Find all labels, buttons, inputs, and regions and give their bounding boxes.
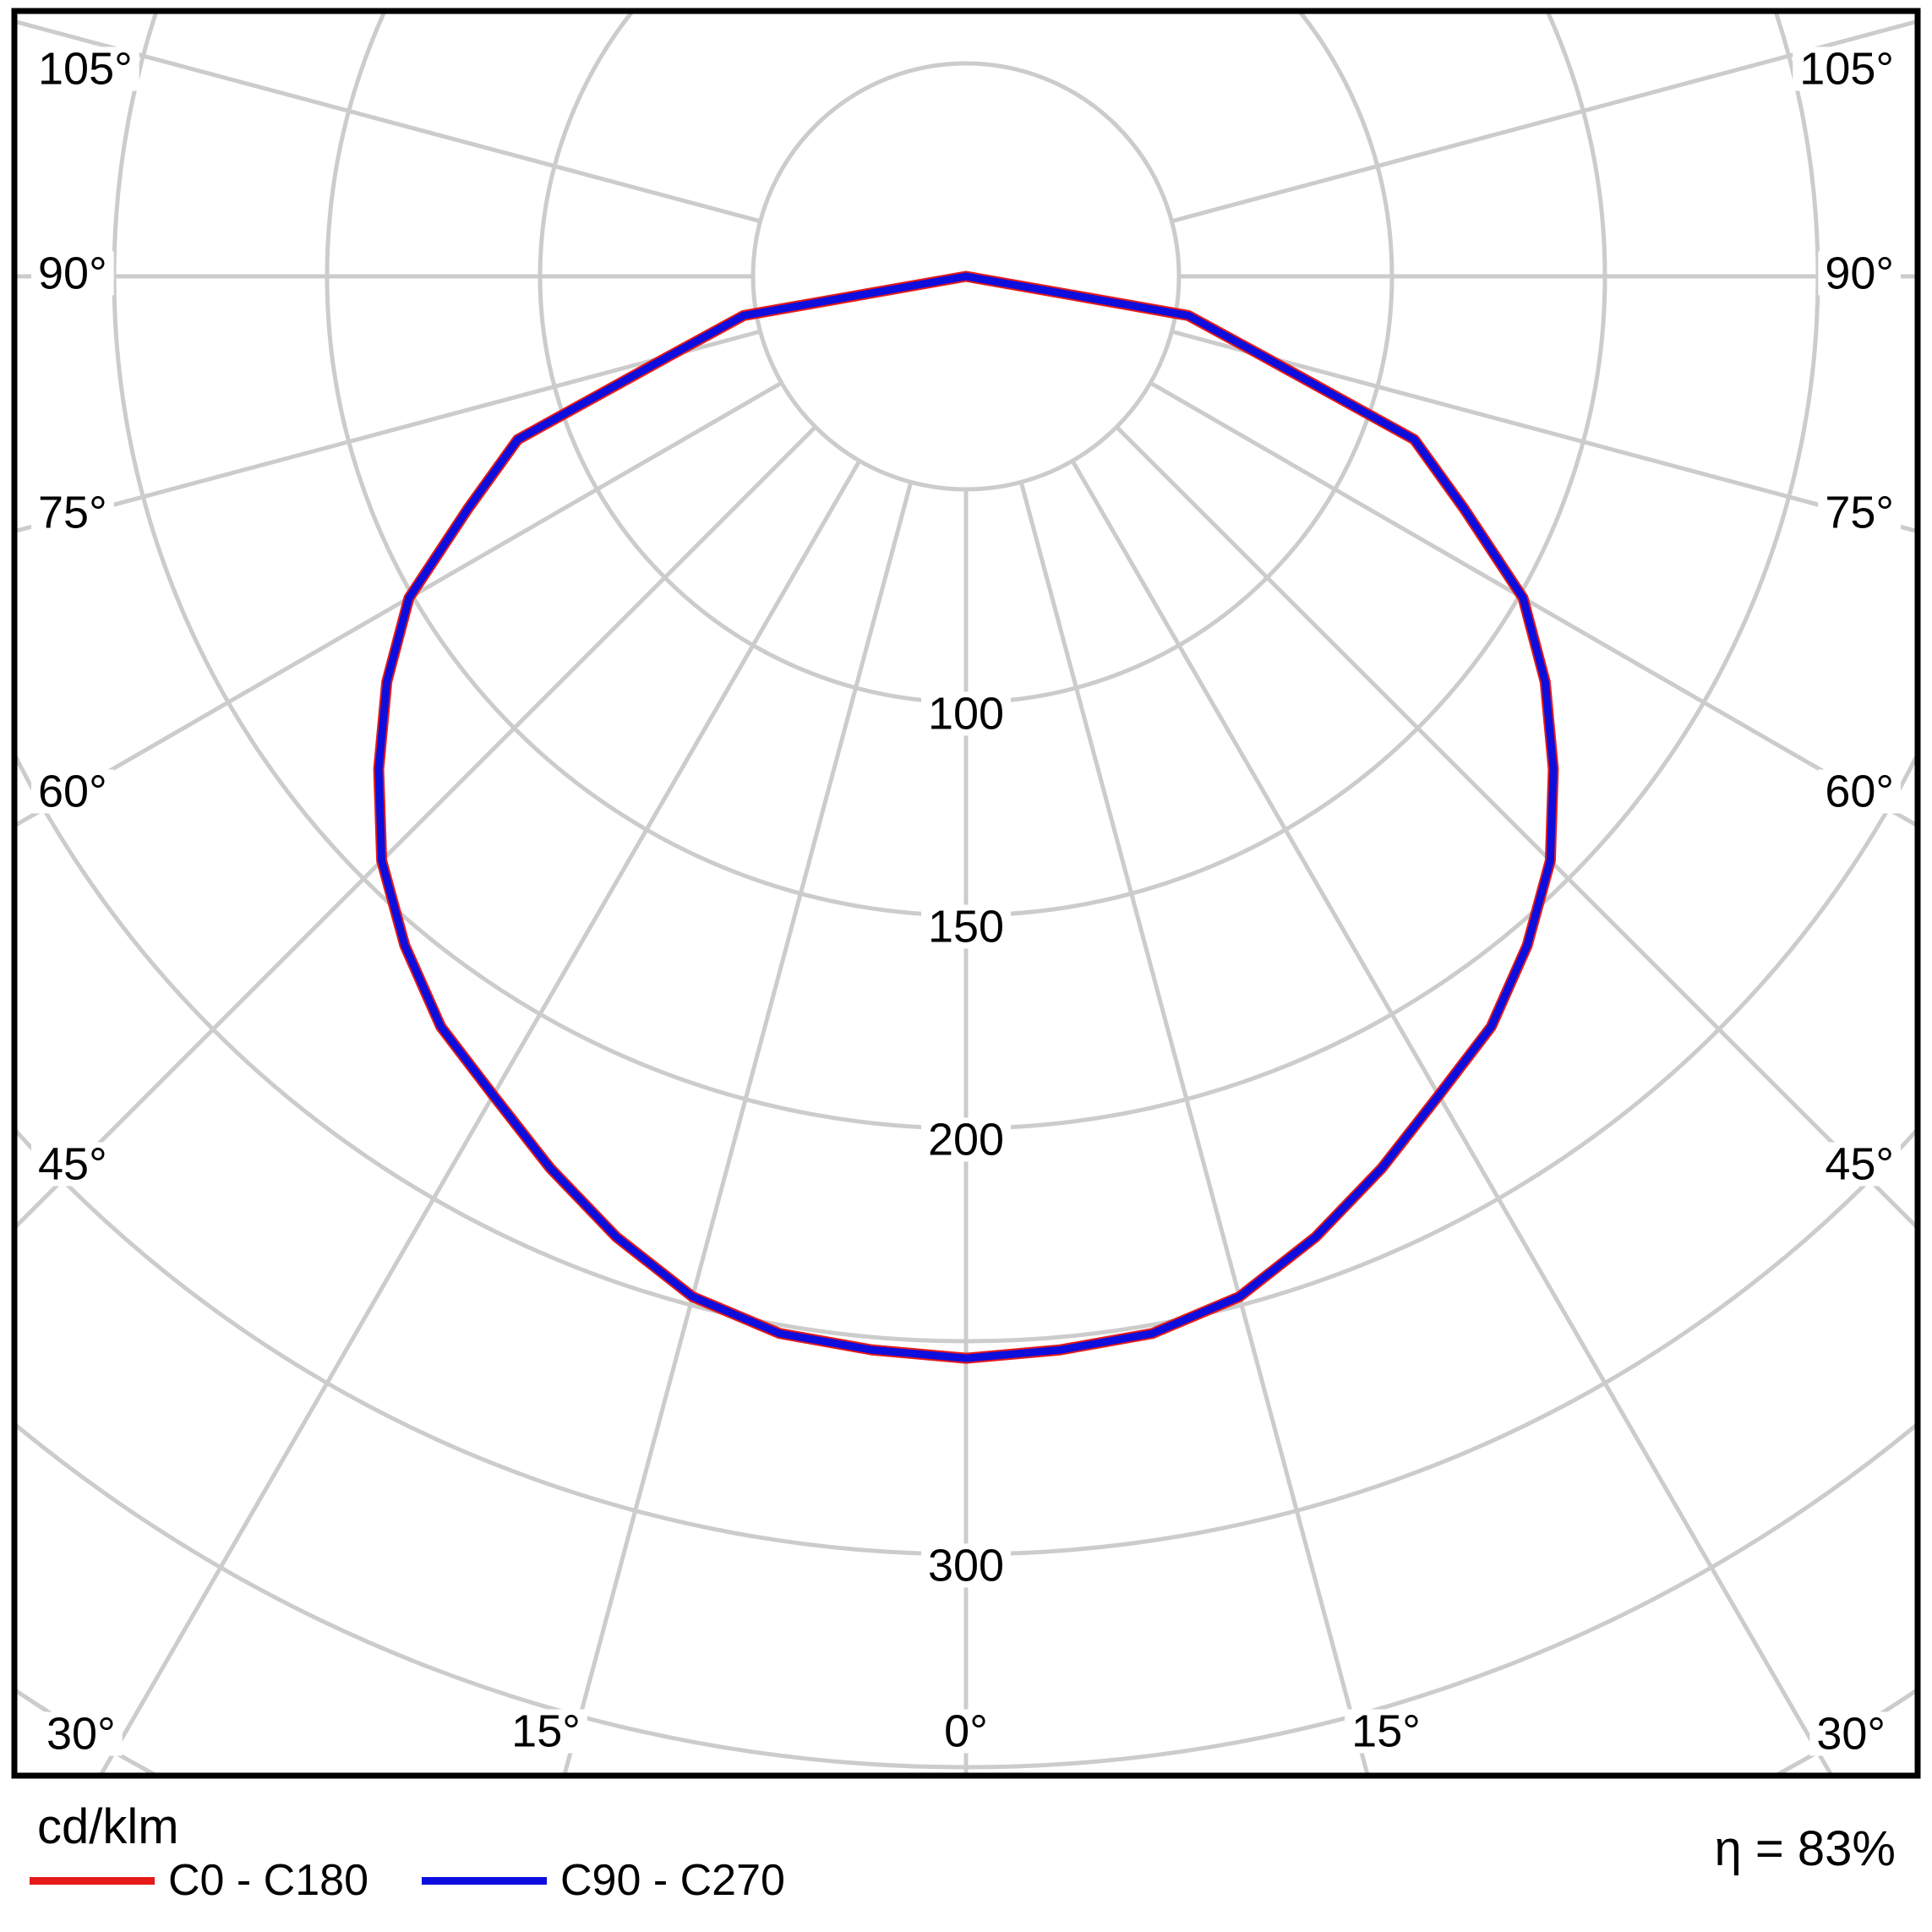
c90-c270-curve bbox=[374, 272, 1558, 1362]
radial-label-150: 150 bbox=[928, 901, 1004, 952]
radial-label-200: 200 bbox=[928, 1114, 1004, 1165]
angle-gridline--75 bbox=[17, 329, 761, 533]
c0-c180-line-swatch bbox=[30, 1876, 155, 1885]
angle-label-right-75°: 75° bbox=[1825, 487, 1894, 538]
c90-c270-line-swatch bbox=[422, 1876, 547, 1885]
angle-gridline-30 bbox=[1070, 459, 1833, 1773]
angle-label-right-105°: 105° bbox=[1799, 43, 1894, 94]
legend-label-c90-c270: C90 - C270 bbox=[560, 1856, 785, 1905]
angle-label-left-75°: 75° bbox=[38, 487, 107, 538]
angle-gridline--30 bbox=[99, 459, 862, 1773]
angle-label-left-90°: 90° bbox=[38, 248, 107, 298]
angle-label-left-45°: 45° bbox=[38, 1138, 107, 1189]
angle-gridline-105 bbox=[1171, 19, 1915, 224]
angle-gridline--15 bbox=[562, 481, 914, 1773]
radial-label-300: 300 bbox=[928, 1540, 1004, 1591]
angle-gridline-15 bbox=[1018, 481, 1370, 1773]
angle-gridline-45 bbox=[1115, 425, 1915, 1229]
angle-label-bottom-0: 15° bbox=[511, 1706, 581, 1756]
angle-label-left-60°: 60° bbox=[38, 766, 107, 816]
legend-item-c90-c270: C90 - C270 bbox=[422, 1857, 785, 1904]
axis-labels: 105° 90° 75° 60° 45° 105° 90° 75° 60° 45° 30° 30° 15… bbox=[31, 43, 1901, 1759]
plot-frame bbox=[11, 8, 1921, 1779]
legend-label-c0-c180: C0 - C180 bbox=[168, 1856, 368, 1905]
angle-label-left-105°: 105° bbox=[38, 43, 133, 94]
photometric-curves bbox=[373, 270, 1559, 1364]
angle-label-bottom-left-30: 30° bbox=[46, 1708, 116, 1759]
efficiency-value: η = 83% bbox=[1714, 1821, 1896, 1876]
angle-label-bottom-2: 15° bbox=[1351, 1706, 1421, 1756]
angle-gridline--105 bbox=[17, 19, 761, 224]
angle-label-right-60°: 60° bbox=[1825, 766, 1894, 816]
angle-label-right-45°: 45° bbox=[1825, 1138, 1894, 1189]
legend-item-c0-c180: C0 - C180 bbox=[30, 1857, 368, 1904]
angle-gridline--60 bbox=[17, 380, 783, 827]
angle-gridline-75 bbox=[1171, 329, 1915, 533]
angle-gridline--45 bbox=[17, 425, 817, 1229]
radial-label-100: 100 bbox=[928, 688, 1004, 739]
angle-label-right-90°: 90° bbox=[1825, 248, 1894, 298]
unit-label: cd/klm bbox=[37, 1799, 179, 1854]
angle-label-bottom-1: 0° bbox=[944, 1706, 988, 1756]
angle-label-bottom-right-30: 30° bbox=[1816, 1708, 1886, 1759]
angle-gridline-60 bbox=[1149, 380, 1915, 827]
